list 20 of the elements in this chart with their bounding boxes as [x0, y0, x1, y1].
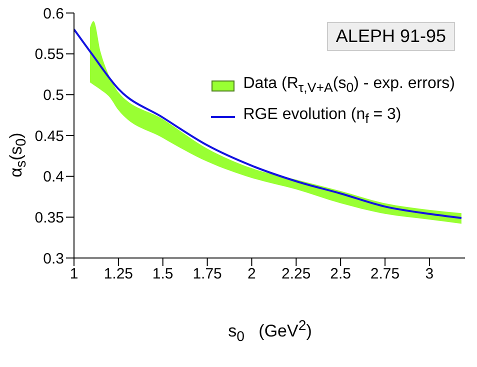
x-tick-label: 1.75: [192, 266, 222, 283]
y-tick-label: 0.45: [34, 128, 64, 145]
x-tick-label: 2: [248, 266, 256, 283]
y-tick-label: 0.5: [43, 86, 64, 104]
legend-label: Data (R$_{τ,V+A}$(s$_{0}$) - exp. errors): [243, 74, 455, 98]
x-tick-label: 1: [70, 266, 78, 283]
y-tick-label: 0.4: [43, 168, 64, 186]
y-tick-label: 0.3: [43, 250, 64, 268]
x-tick-label: 2.75: [370, 266, 400, 283]
x-axis-title: s$_{0}$ (GeV$^{2}$): [227, 318, 313, 346]
x-tick-label: 1.5: [152, 266, 174, 283]
legend-label: RGE evolution (n$_{f}$ = 3): [243, 105, 402, 128]
y-tick-label: 0.6: [43, 5, 64, 22]
x-tick-label: 2.5: [330, 266, 352, 283]
x-tick-label: 1.25: [104, 266, 134, 283]
x-tick-label: 2.25: [282, 266, 311, 283]
x-tick-label: 3: [425, 266, 434, 283]
y-tick-label: 0.35: [34, 209, 64, 226]
annotation: ALEPH 91-95: [326, 22, 455, 51]
y-tick-label: 0.55: [34, 46, 64, 64]
